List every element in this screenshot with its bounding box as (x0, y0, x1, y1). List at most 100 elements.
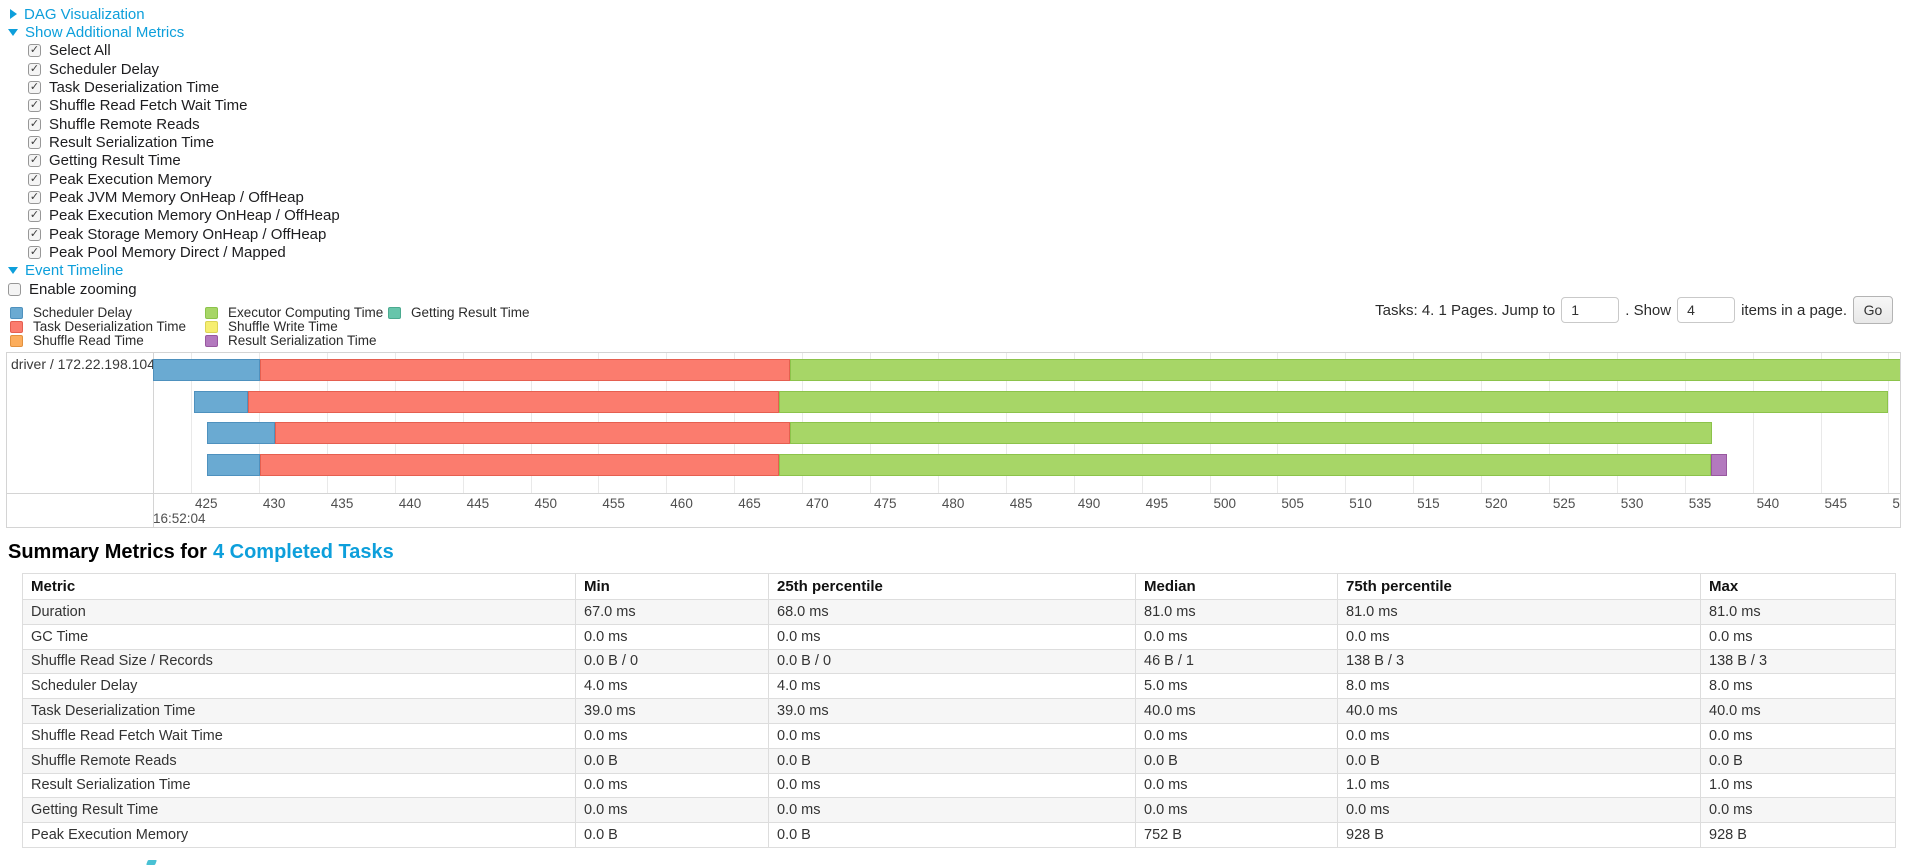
partial-next-section-fragment (146, 860, 157, 865)
axis-tick-label: 440 (398, 496, 422, 511)
axis-tick-label: 495 (1145, 496, 1169, 511)
metric-option[interactable]: Result Serialization Time (8, 133, 340, 151)
gridline (1752, 353, 1754, 493)
metric-checkbox[interactable] (28, 154, 41, 168)
task-deserialization-time-swatch-icon (10, 320, 23, 333)
metric-option[interactable]: Shuffle Read Fetch Wait Time (8, 97, 340, 115)
metric-checkbox[interactable] (28, 191, 41, 205)
metric-value-cell: 928 B (1700, 822, 1896, 848)
table-row: Peak Execution Memory 0.0 B 0.0 B 752 B 928 … (22, 822, 1896, 848)
task-bar-segment (153, 359, 261, 381)
axis-divider (7, 493, 1900, 494)
event-timeline-chart: driver / 172.22.198.104 16:52:04 425 430 4… (6, 352, 1901, 528)
scheduler-delay-swatch-icon (10, 306, 23, 319)
items-per-page-input[interactable] (1677, 297, 1736, 323)
metric-option[interactable]: Getting Result Time (8, 152, 340, 170)
metric-value-cell: 0.0 B (1135, 747, 1338, 774)
section-toggle-event-timeline[interactable]: Event Timeline (8, 262, 340, 280)
metric-value-cell: 0.0 ms (1700, 623, 1896, 650)
metric-value-cell: 81.0 ms (1337, 599, 1701, 625)
metric-checkbox[interactable] (28, 209, 41, 223)
section-toggle-additional-metrics[interactable]: Show Additional Metrics (8, 23, 340, 41)
section-toggle-dag-visualization[interactable]: DAG Visualization (8, 5, 340, 23)
metric-checkbox[interactable] (28, 172, 41, 186)
metric-value-cell: 5.0 ms (1135, 673, 1338, 700)
enable-zooming-label: Enable zooming (29, 280, 137, 298)
metric-option[interactable]: Peak Execution Memory OnHeap / OffHeap (8, 207, 340, 225)
metric-value-cell: 752 B (1135, 822, 1338, 848)
enable-zooming-checkbox[interactable] (8, 282, 21, 296)
section-label: DAG Visualization (24, 5, 145, 23)
metric-checkbox[interactable] (28, 99, 41, 113)
metric-value-cell: 0.0 B (768, 747, 1136, 774)
task-bar-segment (779, 453, 1711, 476)
legend-label: Shuffle Write Time (228, 319, 338, 335)
metric-option[interactable]: Peak JVM Memory OnHeap / OffHeap (8, 188, 340, 206)
axis-tick-label: 500 (1213, 496, 1237, 511)
metric-value-cell: 0.0 ms (768, 623, 1136, 650)
metric-label: Shuffle Remote Reads (49, 115, 200, 133)
metric-checkbox[interactable] (28, 227, 41, 241)
task-bar-segment (260, 453, 779, 476)
metric-option[interactable]: Scheduler Delay (8, 60, 340, 78)
metric-checkbox[interactable] (28, 136, 41, 150)
go-button[interactable]: Go (1853, 296, 1893, 324)
axis-tick-label: 475 (874, 496, 897, 511)
section-label: Show Additional Metrics (25, 24, 185, 42)
metric-name-cell: Result Serialization Time (22, 772, 576, 799)
metric-option[interactable]: Peak Pool Memory Direct / Mapped (8, 243, 340, 261)
section-label: Event Timeline (25, 262, 124, 280)
metric-value-cell: 0.0 ms (575, 722, 769, 749)
metric-checkbox[interactable] (28, 44, 41, 58)
metric-value-cell: 928 B (1337, 822, 1701, 848)
metric-value-cell: 0.0 ms (575, 772, 769, 799)
metric-option[interactable]: Peak Storage Memory OnHeap / OffHeap (8, 225, 340, 243)
metric-value-cell: 0.0 B (575, 747, 769, 774)
legend-item: Result Serialization Time (205, 333, 383, 348)
chevron-down-icon (8, 29, 18, 37)
table-row: GC Time 0.0 ms 0.0 ms 0.0 ms 0.0 ms 0.0 ms (22, 623, 1896, 650)
legend-label: Task Deserialization Time (33, 319, 187, 335)
metric-option[interactable]: Peak Execution Memory (8, 170, 340, 188)
axis-tick-label: 545 (1824, 496, 1848, 511)
chevron-right-icon (10, 9, 17, 20)
metric-value-cell: 4.0 ms (768, 673, 1136, 700)
axis-time-label: 16:52:04 (153, 511, 206, 526)
legend-label: Shuffle Read Time (33, 333, 144, 349)
metric-value-cell: 0.0 ms (768, 797, 1136, 824)
metric-option[interactable]: Task Deserialization Time (8, 78, 340, 96)
completed-tasks-link[interactable]: 4 Completed Tasks (212, 541, 394, 563)
metric-value-cell: 68.0 ms (768, 599, 1136, 625)
metric-value-cell: 0.0 ms (1135, 772, 1338, 799)
task-bar-segment (789, 359, 1900, 381)
task-bar-segment (248, 390, 779, 413)
axis-tick-label: 445 (466, 496, 490, 511)
metric-name-cell: Shuffle Remote Reads (22, 747, 576, 774)
legend-item: Scheduler Delay (10, 305, 186, 320)
axis-tick-label: 470 (806, 496, 829, 511)
column-header: Metric (22, 573, 576, 600)
task-bar-segment (207, 453, 261, 476)
enable-zooming-option[interactable]: Enable zooming (8, 280, 340, 298)
metric-value-cell: 1.0 ms (1337, 772, 1701, 799)
metric-value-cell: 0.0 B (768, 822, 1136, 848)
metric-option[interactable]: Select All (8, 42, 340, 60)
axis-tick-label: 485 (1009, 496, 1033, 511)
table-row: Duration 67.0 ms 68.0 ms 81.0 ms 81.0 ms 81.0… (22, 599, 1896, 625)
metric-value-cell: 0.0 ms (1135, 722, 1338, 749)
jump-to-page-input[interactable] (1561, 297, 1620, 323)
table-row: Task Deserialization Time 39.0 ms 39.0 ms 4… (22, 698, 1896, 724)
table-row: Scheduler Delay 4.0 ms 4.0 ms 5.0 ms 8.0 ms 8… (22, 673, 1896, 700)
metric-checkbox[interactable] (28, 117, 41, 131)
axis-tick-label: 520 (1485, 496, 1508, 511)
metric-value-cell: 0.0 ms (1337, 722, 1701, 749)
metric-checkbox[interactable] (28, 62, 41, 76)
axis-tick-label: 480 (941, 496, 965, 511)
metric-option[interactable]: Shuffle Remote Reads (8, 115, 340, 133)
metric-value-cell: 0.0 ms (768, 772, 1136, 799)
metric-checkbox[interactable] (28, 81, 41, 95)
metric-checkbox[interactable] (28, 246, 41, 260)
legend-column: Scheduler Delay Task Deserialization Time… (10, 305, 187, 349)
task-pagination: Tasks: 4. 1 Pages. Jump to . Show items … (1375, 294, 1893, 326)
